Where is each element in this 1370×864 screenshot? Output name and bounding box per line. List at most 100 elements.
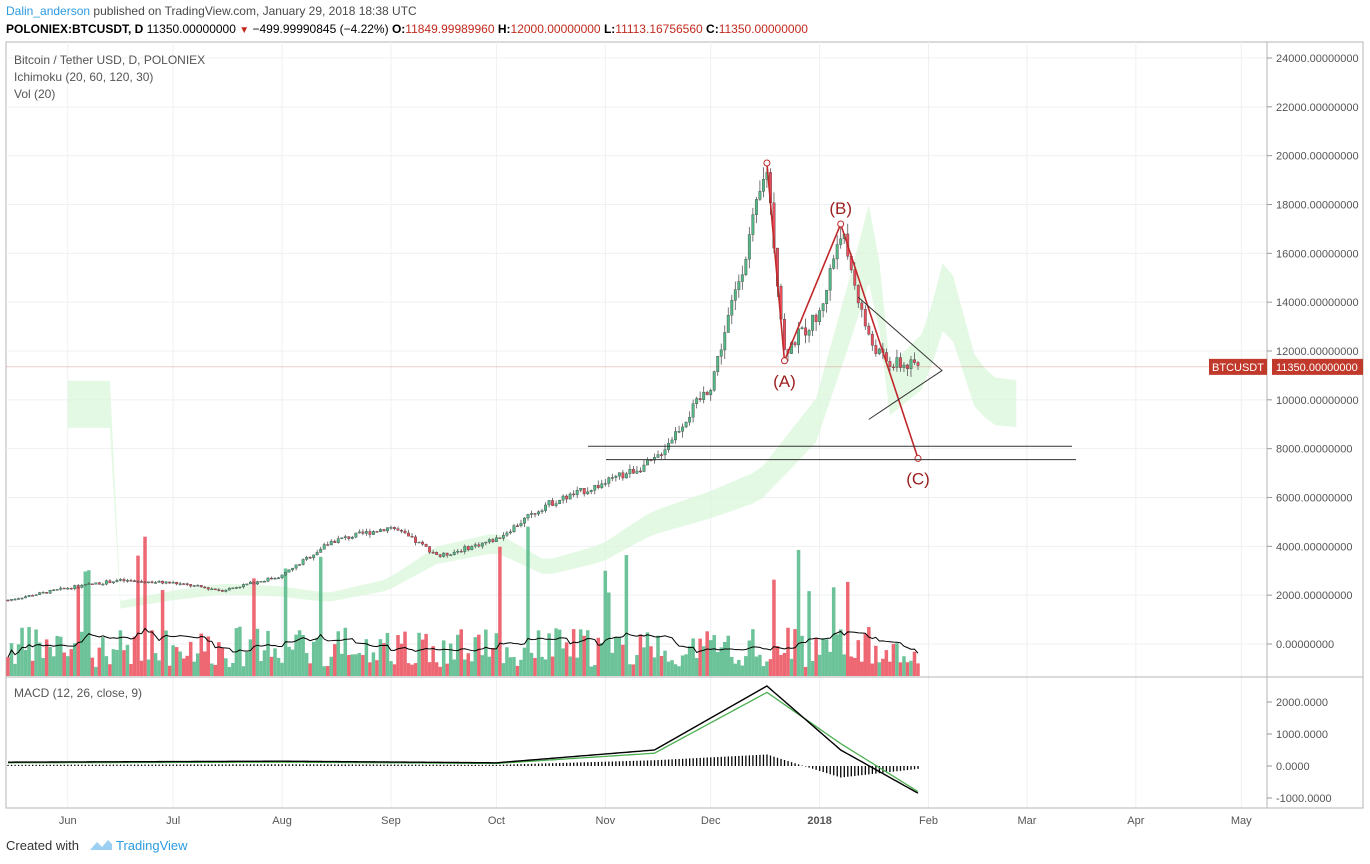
macd-histogram-bar [671, 759, 673, 766]
volume-bar [287, 646, 291, 676]
candle-body [336, 538, 340, 543]
symbol-label: POLONIEX:BTCUSDT, D [6, 22, 144, 36]
candle-body [48, 590, 52, 594]
candle-body [540, 510, 544, 512]
candle-body [55, 589, 59, 591]
volume-bar [744, 656, 748, 676]
candle-body [828, 268, 832, 291]
candle-body [466, 546, 470, 551]
macd-histogram-bar [776, 757, 779, 766]
volume-legend[interactable]: Vol (20) [14, 87, 56, 101]
volume-bar [203, 651, 207, 676]
candle-body [800, 327, 804, 330]
macd-histogram-bar [457, 764, 459, 766]
volume-bar [652, 657, 657, 676]
volume-bar [838, 629, 843, 676]
volume-bar [800, 635, 804, 676]
volume-bar [905, 662, 910, 676]
candle-body [90, 583, 94, 585]
volume-bar [737, 660, 741, 676]
macd-histogram-bar [439, 764, 441, 766]
volume-bar [354, 654, 358, 676]
macd-histogram-bar [720, 756, 722, 766]
volume-bar [318, 556, 323, 676]
author-link[interactable]: Dalin_anderson [6, 4, 91, 18]
volume-bar [301, 634, 305, 676]
macd-histogram-bar [541, 763, 543, 766]
candle-body [660, 454, 663, 456]
candle-body [747, 234, 751, 260]
candle-body [740, 274, 744, 282]
tradingview-link[interactable]: TradingView [116, 838, 188, 853]
volume-bar [540, 656, 544, 676]
candle-body [832, 258, 836, 269]
macd-histogram-bar [608, 761, 610, 766]
macd-histogram-bar [225, 764, 227, 766]
volume-bar [536, 630, 541, 676]
volume-bar [87, 570, 91, 676]
ichimoku-cloud-area [67, 204, 1017, 609]
volume-bar [663, 650, 667, 676]
macd-histogram-bar [256, 764, 259, 766]
candle-body [382, 529, 386, 532]
volume-bar [364, 639, 369, 676]
candle-body [150, 581, 154, 584]
macd-histogram-bar [790, 762, 793, 766]
macd-histogram-bar [239, 764, 241, 766]
macd-histogram-bar [530, 763, 533, 766]
candle-body [305, 557, 309, 560]
macd-histogram-bar [766, 754, 768, 766]
macd-histogram-bar [727, 756, 729, 766]
macd-legend[interactable]: MACD (12, 26, close, 9) [14, 686, 143, 700]
volume-bar [909, 660, 913, 676]
macd-histogram-bar [49, 764, 51, 766]
macd-histogram-bar [787, 761, 789, 766]
macd-histogram-bar [464, 764, 466, 766]
volume-bar [607, 592, 611, 676]
candle-body [856, 285, 860, 304]
candle-body [94, 582, 98, 585]
macd-tick-label: 2000.0000 [1276, 697, 1328, 709]
price-tick-label: 12000.00000000 [1276, 346, 1359, 358]
volume-bar [645, 632, 650, 676]
volume-bar [733, 663, 738, 676]
macd-histogram-bar [207, 764, 209, 766]
volume-bar [670, 660, 674, 676]
volume-bar [870, 663, 875, 676]
macd-histogram-bar [190, 764, 192, 766]
macd-histogram-bar [260, 764, 262, 766]
volume-bar [849, 656, 853, 676]
candle-body [628, 468, 632, 474]
volume-bar [705, 631, 709, 676]
abc-wave-line [766, 162, 919, 459]
candle-body [34, 594, 38, 596]
close-label: C: [706, 22, 719, 36]
ichimoku-cloud [67, 204, 1017, 609]
candle-body [712, 371, 716, 391]
volume-bar [213, 664, 218, 676]
volume-bar [628, 664, 632, 676]
volume-bar [807, 591, 811, 676]
time-tick-label: Apr [1127, 815, 1144, 827]
volume-bar [6, 657, 10, 676]
macd-histogram-bar [811, 766, 814, 769]
volume-bar [547, 633, 551, 676]
macd-histogram-bar [105, 764, 108, 766]
ichimoku-legend[interactable]: Ichimoku (20, 60, 120, 30) [14, 70, 154, 84]
candle-body [414, 536, 417, 543]
candle-body [530, 513, 533, 515]
macd-histogram-bar [576, 762, 578, 766]
volume-bar [701, 646, 706, 676]
series-legend[interactable]: Bitcoin / Tether USD, D, POLONIEX [14, 53, 206, 67]
volume-bar [48, 646, 52, 676]
candle-body [445, 552, 449, 556]
volume-bar [484, 629, 488, 676]
volume-bar [343, 627, 348, 676]
volume-bar [340, 653, 344, 676]
candle-body [45, 592, 49, 594]
volume-bars [6, 526, 920, 676]
macd-histogram-bar [843, 766, 845, 778]
candle-body [234, 587, 238, 589]
candle-body [614, 475, 618, 478]
